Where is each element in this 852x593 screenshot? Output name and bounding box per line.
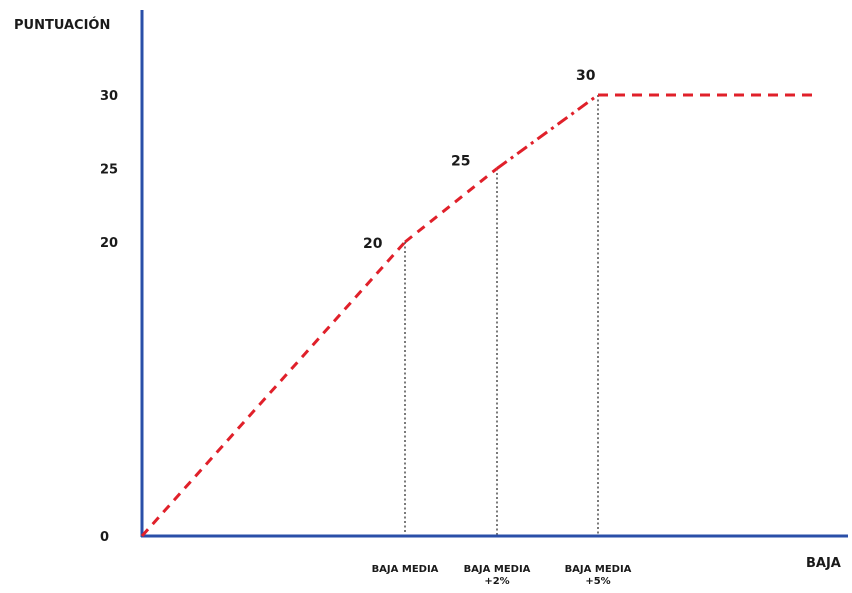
y-tick-label-30: 30 bbox=[100, 89, 118, 104]
labels: PUNTUACIÓN BAJA 0 20 25 30 BAJA MEDIA BAJA MEDI… bbox=[14, 17, 841, 587]
series-line bbox=[140, 93, 812, 538]
data-label-20: 20 bbox=[363, 236, 383, 252]
series-segment-3 bbox=[496, 93, 599, 170]
data-label-30: 30 bbox=[576, 68, 596, 84]
axes bbox=[140, 10, 848, 538]
x-category-label-3: BAJA MEDIA +5% bbox=[565, 564, 632, 587]
series-segment-2 bbox=[404, 167, 498, 244]
data-label-25: 25 bbox=[451, 154, 470, 170]
x-category-label-1: BAJA MEDIA bbox=[372, 564, 439, 575]
y-tick-label-0: 0 bbox=[100, 530, 109, 545]
series-segment-1 bbox=[140, 240, 407, 538]
x-axis-title: BAJA bbox=[806, 556, 841, 571]
y-tick-label-20: 20 bbox=[100, 236, 118, 251]
y-axis-title: PUNTUACIÓN bbox=[14, 17, 110, 33]
x-category-label-2: BAJA MEDIA +2% bbox=[464, 564, 531, 587]
guide-lines bbox=[404, 95, 599, 536]
y-tick-label-25: 25 bbox=[100, 163, 118, 178]
